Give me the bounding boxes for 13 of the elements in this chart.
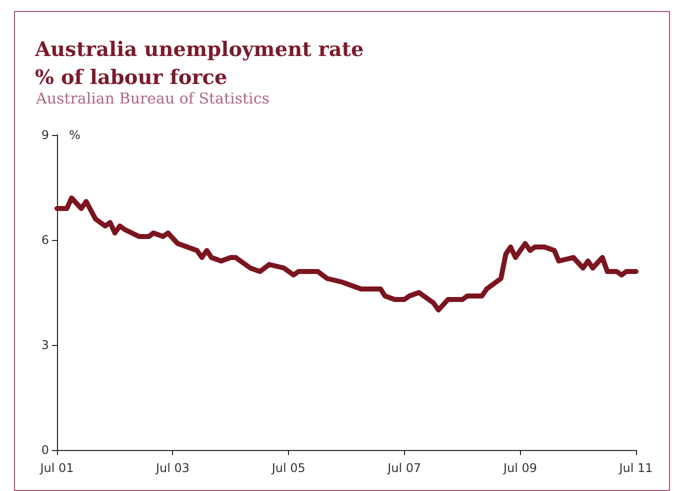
x-tick-label: Jul 07 [386,461,422,475]
x-tick-label: Jul 05 [270,461,306,475]
y-tick-label: 3 [41,338,49,352]
y-tick-label: 9 [41,128,49,142]
y-tick-label: 0 [41,443,49,457]
y-tick-label: 6 [41,233,49,247]
x-tick-label: Jul 01 [39,461,74,475]
text: Australian Bureau of Statistics [35,90,270,108]
chart-title: Australia unemployment rate % of labour force [34,37,364,89]
y-axis-title: % [69,128,80,142]
x-tick-label: Jul 03 [154,461,190,475]
x-tick-label: Jul 09 [502,461,538,475]
x-tick-label: Jul 11 [618,461,653,475]
